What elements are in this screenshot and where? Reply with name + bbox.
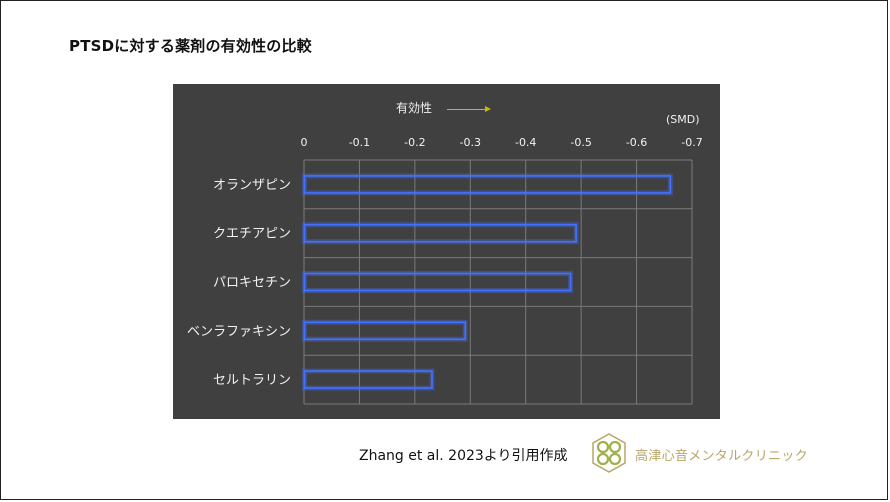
chart-panel: 有効性 (SMD) 0 -0.1 -0.2 -0.3 -0.4 -0.5 -0.6 -0.7 オ… — [173, 84, 720, 419]
bar-glow — [302, 271, 574, 293]
clinic-name: 高津心音メンタルクリニック — [635, 449, 808, 464]
effect-direction-arrow-icon — [447, 106, 491, 112]
x-tick-label: -0.5 — [570, 136, 591, 149]
x-tick-label: -0.4 — [515, 136, 536, 149]
x-tick-label: -0.3 — [460, 136, 481, 149]
bar-glow — [302, 319, 468, 342]
page-title: PTSDに対する薬剤の有効性の比較 — [69, 37, 312, 55]
bar — [303, 175, 672, 194]
x-tick-label: -0.1 — [349, 136, 370, 149]
bar-glow — [302, 222, 579, 245]
effect-direction-label: 有効性 — [396, 101, 433, 115]
x-tick-label: -0.2 — [404, 136, 425, 149]
category-label: セルトラリン — [213, 373, 291, 388]
category-label: パロキセチン — [213, 276, 291, 291]
category-label: クエチアピン — [213, 227, 291, 242]
clinic-logo-icon — [592, 433, 626, 473]
x-tick-label: 0 — [301, 136, 308, 149]
bar — [303, 223, 577, 243]
bar — [303, 321, 467, 341]
category-label: ベンラファキシン — [187, 324, 291, 339]
citation-text: Zhang et al. 2023より引用作成 — [359, 448, 568, 464]
x-tick-label: -0.7 — [681, 136, 702, 149]
x-axis-unit-label: (SMD) — [666, 113, 700, 126]
bar — [303, 272, 572, 292]
x-tick-label: -0.6 — [626, 136, 647, 149]
bar-glow — [302, 368, 435, 391]
bar-chart: 0 -0.1 -0.2 -0.3 -0.4 -0.5 -0.6 -0.7 オランザピンクエチアピ… — [187, 136, 703, 405]
bar — [303, 370, 433, 389]
category-label: オランザピン — [213, 178, 291, 193]
